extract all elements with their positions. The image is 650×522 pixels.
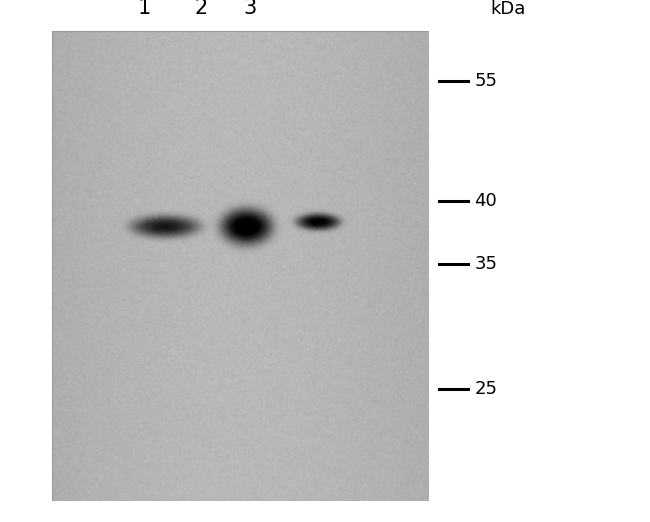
Text: 55: 55	[474, 72, 497, 90]
Text: 1: 1	[138, 0, 151, 18]
Text: 2: 2	[194, 0, 207, 18]
Text: 3: 3	[243, 0, 257, 18]
Text: 35: 35	[474, 255, 497, 272]
Text: 40: 40	[474, 192, 497, 210]
Text: kDa: kDa	[491, 1, 526, 18]
Text: 25: 25	[474, 380, 497, 398]
